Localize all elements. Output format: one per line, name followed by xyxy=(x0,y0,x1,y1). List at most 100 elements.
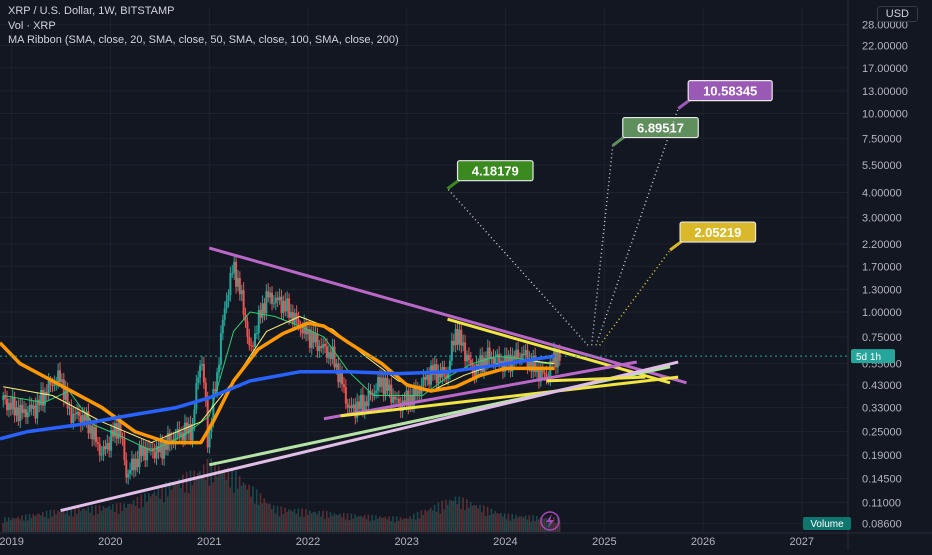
volume-bar xyxy=(399,517,402,532)
candle-body xyxy=(267,291,270,298)
trendline[interactable] xyxy=(208,246,687,385)
indicator-legend[interactable]: MA Ribbon (SMA, close, 20, SMA, close, 5… xyxy=(8,34,399,46)
volume-bar xyxy=(490,508,493,532)
candle-body xyxy=(324,343,327,347)
volume-bar xyxy=(30,518,33,532)
volume-bar xyxy=(34,515,37,532)
volume-bar xyxy=(433,504,436,532)
current-price-tag xyxy=(851,349,895,364)
candle-body xyxy=(403,400,406,405)
lightning-icon[interactable] xyxy=(540,511,560,531)
volume-bar xyxy=(250,496,252,532)
currency-button[interactable]: USD xyxy=(876,6,918,22)
candle-body xyxy=(278,296,281,301)
volume-bar xyxy=(151,493,154,532)
price-tick-label: 1.70000 xyxy=(862,261,902,273)
volume-bar xyxy=(15,518,18,532)
ma-line-sma-200 xyxy=(0,354,555,441)
volume-bar xyxy=(261,503,264,532)
candle-body xyxy=(129,470,132,474)
candle-body xyxy=(384,378,387,395)
candle-body xyxy=(342,384,345,388)
candle-body xyxy=(450,340,453,361)
candle-body xyxy=(240,290,243,295)
volume-bar xyxy=(87,506,90,532)
volume-tag xyxy=(803,517,851,530)
candle-body xyxy=(157,446,160,453)
volume-legend[interactable]: Vol · XRP xyxy=(8,20,56,32)
volume-bar xyxy=(174,484,177,532)
volume-bar xyxy=(72,516,74,532)
candle-body xyxy=(21,404,24,413)
volume-bar xyxy=(303,516,305,532)
volume-bar xyxy=(221,472,224,532)
trendline[interactable] xyxy=(60,360,679,513)
candle-body xyxy=(331,346,334,360)
volume-bar xyxy=(2,523,4,532)
candle-body xyxy=(312,331,315,343)
candle-body xyxy=(231,273,234,275)
volume-bar xyxy=(165,482,167,532)
candle-body xyxy=(430,365,433,385)
trendline[interactable] xyxy=(340,375,679,418)
volume-bar xyxy=(191,485,194,532)
volume-bar xyxy=(526,519,529,532)
target-callout[interactable] xyxy=(622,116,699,139)
volume-bar xyxy=(227,467,230,532)
volume-bar xyxy=(89,512,91,532)
symbol-title[interactable]: XRP / U.S. Dollar, 1W, BITSTAMP xyxy=(8,5,175,17)
candle-body xyxy=(365,401,368,407)
candle-body xyxy=(341,370,344,385)
volume-bar xyxy=(79,511,82,532)
volume-bar xyxy=(40,515,42,532)
candle-body xyxy=(291,312,294,324)
candle-body xyxy=(187,423,190,434)
candle-body xyxy=(13,397,16,416)
volume-bar xyxy=(297,508,300,532)
volume-bar xyxy=(293,509,296,532)
volume-bar xyxy=(238,476,241,532)
price-tick-label: 0.33000 xyxy=(862,403,902,415)
candle-body xyxy=(191,424,194,441)
volume-bar xyxy=(310,513,313,532)
volume-bar xyxy=(246,489,249,532)
volume-bar xyxy=(371,514,373,532)
candle-body xyxy=(498,354,501,363)
volume-bar xyxy=(98,505,101,532)
volume-bar xyxy=(138,508,141,532)
candle-body xyxy=(439,371,442,378)
volume-bar xyxy=(386,519,389,532)
target-callout[interactable] xyxy=(456,160,534,182)
volume-bar xyxy=(325,511,328,532)
candle-body xyxy=(9,402,12,410)
target-callout[interactable] xyxy=(679,221,757,243)
volume-bar xyxy=(276,506,279,532)
trendline[interactable] xyxy=(546,375,646,383)
volume-bar xyxy=(197,472,199,532)
candle-body xyxy=(265,291,268,314)
candle-body xyxy=(407,390,410,408)
candle-body xyxy=(484,357,487,366)
volume-bar xyxy=(278,516,281,532)
candle-body xyxy=(318,345,321,352)
candle-body xyxy=(195,383,198,410)
candle-body xyxy=(517,349,520,358)
volume-bar xyxy=(378,516,381,532)
trendline[interactable] xyxy=(323,360,638,421)
candle-body xyxy=(72,413,75,423)
volume-bar xyxy=(475,505,478,532)
volume-bar xyxy=(85,510,88,532)
volume-bar xyxy=(231,467,233,532)
volume-bar xyxy=(244,484,247,532)
candle-body xyxy=(257,309,260,334)
volume-bar xyxy=(235,470,237,532)
volume-bar xyxy=(255,489,258,532)
candle-body xyxy=(460,329,463,346)
target-callout[interactable] xyxy=(687,80,773,102)
volume-bar xyxy=(407,518,409,532)
candle-body xyxy=(333,346,336,368)
volume-bar xyxy=(134,506,137,532)
candle-body xyxy=(2,395,5,401)
